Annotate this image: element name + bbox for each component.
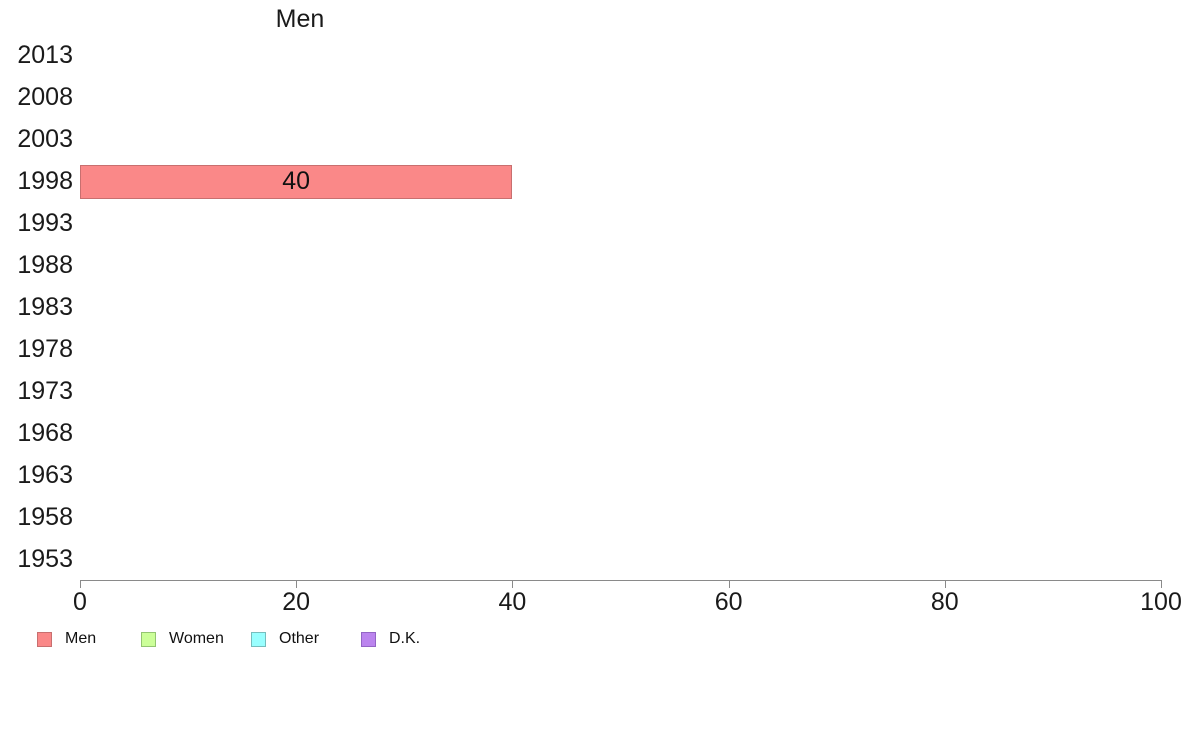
- y-axis-label: 1968: [17, 418, 73, 447]
- legend-label: Women: [169, 630, 224, 647]
- legend-label: Men: [65, 630, 97, 647]
- y-axis-label: 2003: [17, 125, 73, 154]
- y-axis-labels: 2013 2008 2003 1998 1993 1988 1983 1978 1973 1968…: [0, 35, 73, 580]
- plot-area: 40: [80, 35, 1161, 580]
- x-tick: [296, 580, 298, 588]
- legend-swatch: [37, 631, 52, 647]
- y-axis-label: 2013: [17, 41, 73, 70]
- legend-item: Women: [141, 630, 224, 648]
- legend-swatch: [251, 631, 266, 647]
- x-tick: [1161, 580, 1162, 588]
- x-axis-line: [80, 580, 1162, 581]
- x-tick-label: 100: [1140, 588, 1182, 616]
- y-axis-label: 1993: [17, 209, 73, 238]
- chart-title: Men: [275, 5, 325, 33]
- x-tick-label: 20: [282, 588, 311, 616]
- x-tick-label: 0: [73, 588, 87, 616]
- x-tick-label: 60: [714, 588, 743, 616]
- y-axis-label: 1983: [17, 292, 73, 321]
- y-axis-label: 1978: [17, 334, 73, 363]
- x-tick: [80, 580, 81, 588]
- legend: Men Women Other D.K.: [0, 630, 1188, 656]
- legend-item: Men: [37, 630, 96, 648]
- x-tick-label: 40: [498, 588, 527, 616]
- y-axis-label: 1958: [17, 502, 73, 531]
- y-axis-label: 1963: [17, 460, 73, 489]
- y-axis-label: 1973: [17, 376, 73, 405]
- legend-swatch: [141, 631, 156, 647]
- legend-item: Other: [251, 630, 319, 648]
- y-axis-label: 1988: [17, 251, 73, 280]
- bar-value-label: 40: [282, 167, 311, 196]
- x-tick: [512, 580, 514, 588]
- x-tick-label: 80: [930, 588, 959, 616]
- legend-item: D.K.: [361, 630, 420, 648]
- x-tick: [944, 580, 946, 588]
- y-axis-label: 1998: [17, 167, 73, 196]
- bar: 40: [80, 164, 513, 199]
- legend-label: D.K.: [389, 630, 421, 647]
- x-tick: [728, 580, 730, 588]
- y-axis-label: 2008: [17, 83, 73, 112]
- y-axis-label: 1953: [17, 544, 73, 573]
- legend-swatch: [361, 631, 376, 647]
- legend-label: Other: [279, 630, 320, 647]
